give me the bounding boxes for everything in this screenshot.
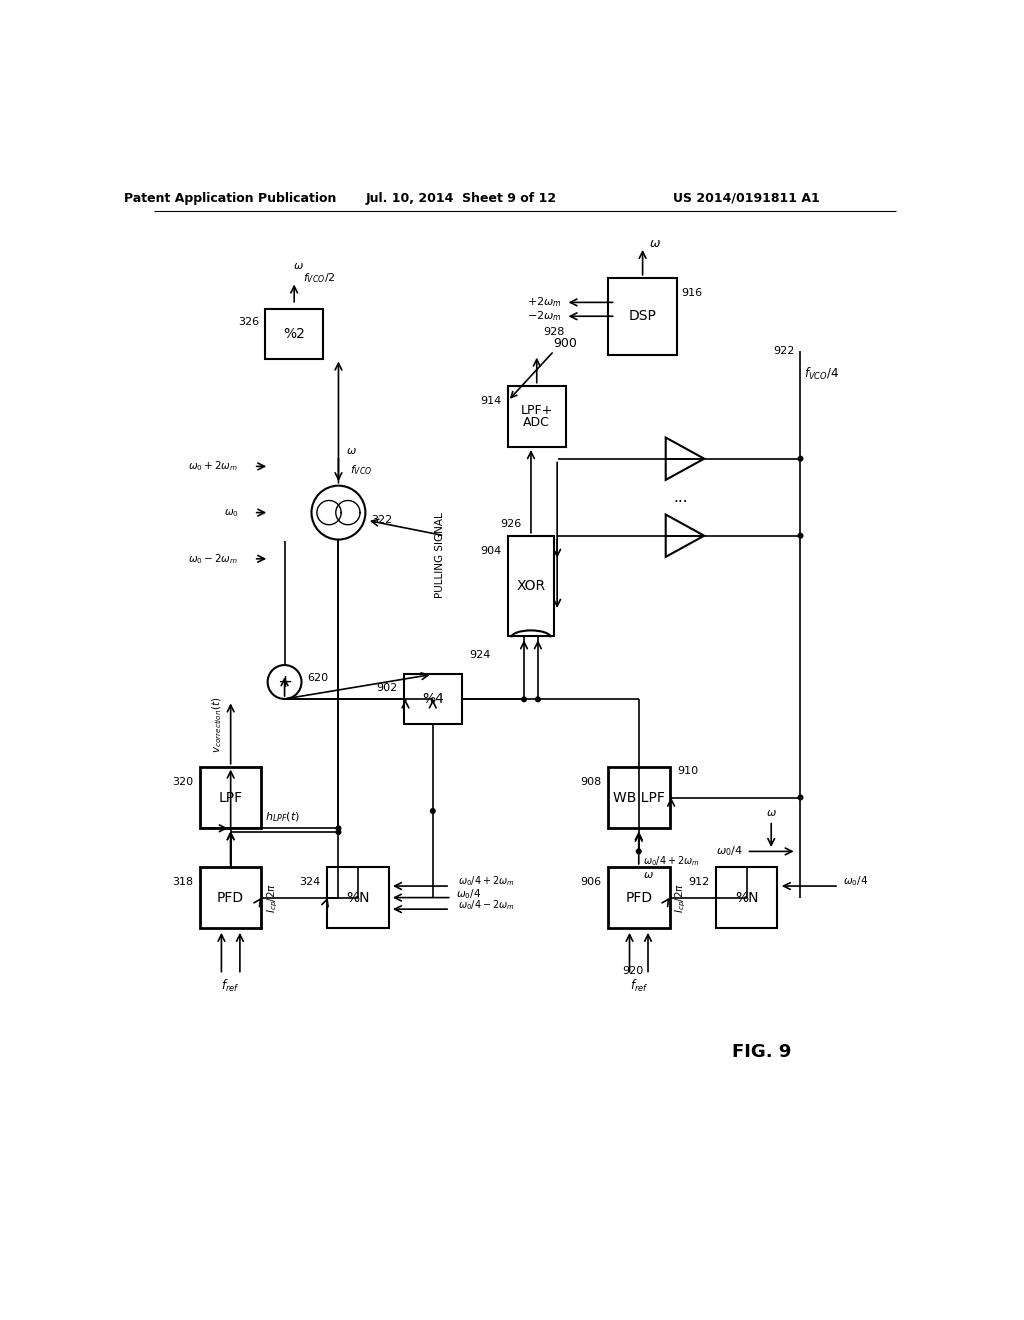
Bar	[608, 867, 670, 928]
Text: 916: 916	[681, 288, 702, 298]
Text: %N: %N	[735, 891, 759, 904]
Text: 910: 910	[677, 766, 698, 776]
Text: PFD: PFD	[217, 891, 244, 904]
Text: $f_{ref}$: $f_{ref}$	[221, 978, 240, 994]
Text: 906: 906	[581, 878, 602, 887]
Text: $\omega_0/4$: $\omega_0/4$	[716, 845, 742, 858]
Text: Jul. 10, 2014  Sheet 9 of 12: Jul. 10, 2014 Sheet 9 of 12	[367, 191, 557, 205]
Text: WB LPF: WB LPF	[612, 791, 665, 804]
Text: 912: 912	[688, 878, 710, 887]
Bar	[608, 277, 677, 355]
Text: 318: 318	[173, 878, 194, 887]
Bar	[508, 536, 554, 636]
Circle shape	[536, 697, 541, 702]
Text: 920: 920	[622, 966, 643, 975]
Circle shape	[798, 533, 803, 539]
Text: +: +	[278, 673, 292, 690]
Text: 922: 922	[773, 346, 795, 356]
Text: 322: 322	[372, 515, 393, 525]
Text: $\omega_0/4+2\omega_m$: $\omega_0/4+2\omega_m$	[643, 854, 699, 867]
Text: $-2\omega_m$: $-2\omega_m$	[527, 309, 562, 323]
Circle shape	[798, 457, 803, 461]
Text: 900: 900	[554, 337, 578, 350]
Text: $\omega_0-2\omega_m$: $\omega_0-2\omega_m$	[188, 552, 239, 566]
Text: 324: 324	[299, 878, 321, 887]
Text: PFD: PFD	[626, 891, 652, 904]
Text: 326: 326	[238, 317, 259, 327]
Text: 320: 320	[173, 777, 194, 787]
Text: $\omega_0$: $\omega_0$	[223, 507, 239, 519]
Circle shape	[336, 830, 341, 834]
Circle shape	[637, 849, 641, 854]
Text: ADC: ADC	[523, 416, 550, 429]
Text: PULLING SIGNAL: PULLING SIGNAL	[435, 512, 445, 598]
Text: XOR: XOR	[516, 578, 546, 593]
Bar	[200, 867, 261, 928]
Text: $f_{VCO}/4$: $f_{VCO}/4$	[804, 366, 840, 381]
Text: $I_{cp}/2\pi$: $I_{cp}/2\pi$	[266, 883, 281, 912]
Bar	[403, 675, 462, 725]
Bar	[265, 309, 323, 359]
Bar	[508, 385, 565, 447]
Text: $I_{cp}/2\pi$: $I_{cp}/2\pi$	[674, 883, 688, 912]
Text: ...: ...	[674, 490, 688, 504]
Circle shape	[798, 795, 803, 800]
Text: 928: 928	[543, 326, 564, 337]
Text: DSP: DSP	[629, 309, 656, 323]
Text: 926: 926	[501, 519, 521, 529]
Text: 924: 924	[470, 649, 490, 660]
Text: 902: 902	[377, 684, 397, 693]
Text: LPF+: LPF+	[520, 404, 553, 417]
Text: $\omega_0/4$: $\omega_0/4$	[457, 887, 481, 900]
Text: $f_{VCO}/2$: $f_{VCO}/2$	[303, 271, 336, 285]
Text: 620: 620	[307, 673, 329, 684]
Text: $+2\omega_m$: $+2\omega_m$	[527, 296, 562, 309]
Circle shape	[430, 809, 435, 813]
Text: %N: %N	[346, 891, 370, 904]
Bar	[327, 867, 388, 928]
Text: $\omega$: $\omega$	[649, 236, 660, 249]
Text: Patent Application Publication: Patent Application Publication	[125, 191, 337, 205]
Text: $f_{VCO}$: $f_{VCO}$	[350, 463, 373, 477]
Text: $f_{ref}$: $f_{ref}$	[630, 978, 648, 994]
Text: $\omega_0/4+2\omega_m$: $\omega_0/4+2\omega_m$	[458, 874, 514, 887]
Circle shape	[521, 697, 526, 702]
Text: $\omega_0/4$: $\omega_0/4$	[843, 874, 868, 887]
Text: $\omega$: $\omega$	[293, 261, 303, 271]
Text: $v_{correction}(t)$: $v_{correction}(t)$	[210, 696, 223, 752]
Text: %2: %2	[284, 326, 305, 341]
Text: LPF: LPF	[218, 791, 243, 804]
Text: $\omega$: $\omega$	[766, 808, 776, 818]
Text: $\omega$: $\omega$	[346, 446, 357, 455]
Text: $\omega$: $\omega$	[643, 870, 653, 879]
Bar	[200, 767, 261, 829]
Circle shape	[336, 826, 341, 830]
Text: US 2014/0191811 A1: US 2014/0191811 A1	[673, 191, 820, 205]
Text: 908: 908	[581, 777, 602, 787]
Text: 904: 904	[480, 546, 502, 556]
Text: $h_{LPF}(t)$: $h_{LPF}(t)$	[265, 810, 300, 824]
Text: 914: 914	[480, 396, 502, 407]
Text: $\omega_0+2\omega_m$: $\omega_0+2\omega_m$	[188, 459, 239, 474]
Bar	[716, 867, 777, 928]
Text: $\omega_0/4-2\omega_m$: $\omega_0/4-2\omega_m$	[458, 899, 514, 912]
Text: FIG. 9: FIG. 9	[732, 1043, 792, 1060]
Bar	[608, 767, 670, 829]
Text: %4: %4	[422, 692, 443, 706]
